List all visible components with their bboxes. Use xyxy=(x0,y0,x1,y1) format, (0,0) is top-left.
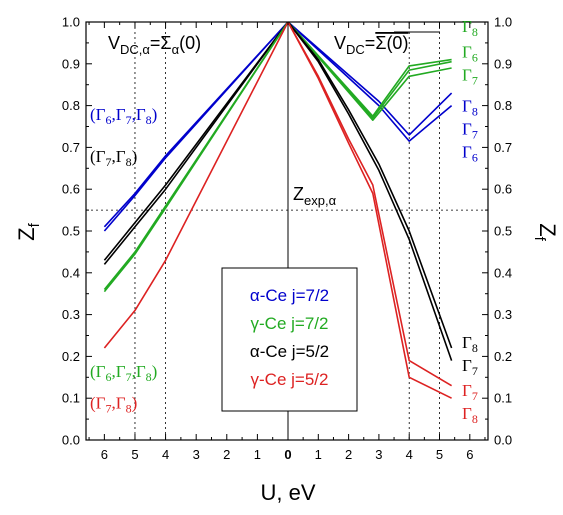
series-lines xyxy=(103,21,453,399)
right-panel-annotation: VDC=Σ(0) xyxy=(334,33,408,57)
y-tick-label-left: 1.0 xyxy=(62,15,80,30)
left-series-line-6 xyxy=(103,21,289,349)
x-tick-label: 5 xyxy=(131,447,138,462)
right-gamma-label: Γ7 xyxy=(462,381,478,403)
legend-box xyxy=(221,267,358,412)
y-tick-label-right: 0.1 xyxy=(494,391,512,406)
left-gamma-label: (Γ6,Γ7,Γ8) xyxy=(90,362,157,384)
y-tick-label-right: 0.3 xyxy=(494,307,512,322)
right-series-line-1 xyxy=(287,21,453,142)
right-series-line-5 xyxy=(287,21,453,349)
x-tick-label: 5 xyxy=(436,447,443,462)
y-tick-label-left: 0.4 xyxy=(62,265,80,280)
y-tick-label-right: 0.6 xyxy=(494,182,512,197)
x-tick-label: 6 xyxy=(466,447,473,462)
y-tick-label-right: 1.0 xyxy=(494,15,512,30)
y-tick-label-left: 0.3 xyxy=(62,307,80,322)
left-series-line-2 xyxy=(103,21,289,261)
y-tick-label-right: 0.0 xyxy=(494,433,512,448)
x-tick-label: 1 xyxy=(254,447,261,462)
y-tick-label-right: 0.8 xyxy=(494,98,512,113)
left-gamma-label: (Γ6,Γ7,Γ8) xyxy=(90,105,157,127)
left-gamma-label: (Γ7,Γ8) xyxy=(90,147,137,169)
legend-entry: γ-Ce j=5/2 xyxy=(251,370,329,389)
x-tick-label: 2 xyxy=(223,447,230,462)
x-tick-label: 1 xyxy=(315,447,322,462)
right-series-line-0 xyxy=(287,21,453,136)
left-series-line-3 xyxy=(103,21,289,265)
left-series-line-5 xyxy=(103,21,289,293)
y-tick-label-left: 0.6 xyxy=(62,182,80,197)
right-series-line-4 xyxy=(287,21,452,121)
y-tick-label-left: 0.8 xyxy=(62,98,80,113)
annotations: U, eV Zf Zf VDC,α=Σα(0) VDC=Σ(0) Zexp,α (Γ6,Γ7… xyxy=(14,17,560,505)
left-gamma-label: (Γ7,Γ8) xyxy=(90,393,137,415)
z-exp-label: Zexp,α xyxy=(293,184,337,208)
y-axis-title-left: Zf xyxy=(14,222,43,240)
x-tick-label: 2 xyxy=(345,447,352,462)
y-axis-title-right: Zf xyxy=(531,223,560,241)
x-axis-title: U, eV xyxy=(260,480,315,505)
x-tick-label: 3 xyxy=(375,447,382,462)
y-tick-label-right: 0.2 xyxy=(494,349,512,364)
right-gamma-label: Γ6 xyxy=(462,42,478,64)
right-series-line-8 xyxy=(287,21,452,399)
y-tick-label-right: 0.9 xyxy=(494,56,512,71)
right-gamma-label: Γ7 xyxy=(462,356,478,378)
x-tick-label: 4 xyxy=(162,447,169,462)
y-tick-label-left: 0.2 xyxy=(62,349,80,364)
y-tick-label-right: 0.5 xyxy=(494,224,512,239)
right-gamma-label: Γ8 xyxy=(462,404,478,426)
right-gamma-label: Γ6 xyxy=(462,143,478,165)
x-tick-label: 6 xyxy=(101,447,108,462)
right-series-line-6 xyxy=(287,21,453,361)
right-gamma-label: Γ7 xyxy=(462,120,478,142)
right-series-line-7 xyxy=(287,21,453,387)
y-tick-label-left: 0.9 xyxy=(62,56,80,71)
legend: α-Ce j=7/2 γ-Ce j=7/2 α-Ce j=5/2 γ-Ce j=5/2 xyxy=(221,267,358,412)
y-tick-label-left: 0.7 xyxy=(62,140,80,155)
right-gamma-label: Γ8 xyxy=(462,17,478,39)
axis-ticks: 0.0 0.0 0.1 0.1 0.2 0.2 0.3 0.3 0.4 0.4 0.5 0.5 0.6 0… xyxy=(62,15,512,463)
x-tick-label: 3 xyxy=(193,447,200,462)
left-series-line-1 xyxy=(103,21,289,232)
y-tick-label-right: 0.4 xyxy=(494,265,512,280)
right-gamma-label: Γ7 xyxy=(462,65,478,87)
y-tick-label-left: 0.1 xyxy=(62,391,80,406)
legend-entry: α-Ce j=5/2 xyxy=(250,342,329,361)
legend-entry: α-Ce j=7/2 xyxy=(250,286,329,305)
right-gamma-label: Γ8 xyxy=(462,97,478,119)
y-tick-label-left: 0.0 xyxy=(62,433,80,448)
y-tick-label-left: 0.5 xyxy=(62,224,80,239)
x-tick-label: 4 xyxy=(406,447,413,462)
x-tick-label: 0 xyxy=(284,447,291,462)
y-tick-label-right: 0.7 xyxy=(494,140,512,155)
legend-entry: γ-Ce j=7/2 xyxy=(251,314,329,333)
left-panel-annotation: VDC,α=Σα(0) xyxy=(108,33,201,57)
right-gamma-label: Γ8 xyxy=(462,333,478,355)
